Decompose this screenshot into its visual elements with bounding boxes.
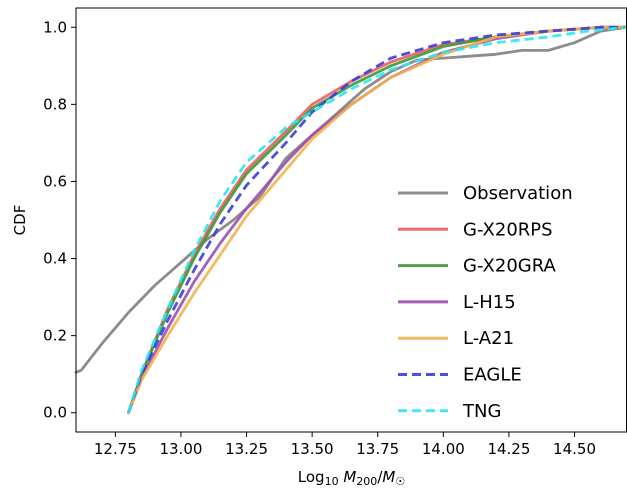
x-tick-label: 14.25 — [487, 440, 530, 458]
legend-label: EAGLE — [463, 365, 522, 386]
y-tick-label: 1.0 — [43, 18, 67, 36]
series-line-observation — [74, 25, 627, 374]
y-tick-label: 0.2 — [43, 327, 67, 345]
y-axis-title: CDF — [11, 205, 29, 236]
legend-label: L-A21 — [463, 328, 514, 349]
y-axis: 0.0 0.2 0.4 0.6 0.8 1.0 — [43, 18, 76, 422]
legend-label: TNG — [462, 401, 501, 422]
y-tick-label: 0.6 — [43, 172, 67, 190]
x-tick-label: 12.75 — [94, 440, 137, 458]
x-axis-title: Log10 M200/M☉ — [298, 468, 405, 488]
legend-label: L-H15 — [463, 292, 516, 313]
legend-label: Observation — [463, 183, 573, 204]
x-tick-label: 13.50 — [291, 440, 334, 458]
y-tick-label: 0.8 — [43, 95, 67, 113]
x-tick-label: 13.25 — [225, 440, 268, 458]
x-axis: 12.75 13.00 13.25 13.50 13.75 14.00 14.25 14.50 — [94, 432, 596, 458]
series-line-eagle — [127, 25, 627, 414]
y-tick-label: 0.0 — [43, 404, 67, 422]
series-layer — [74, 25, 627, 415]
x-tick-label: 14.50 — [553, 440, 596, 458]
series-line-tng — [127, 25, 627, 414]
legend: Observation G-X20RPS G-X20GRA L-H15 L-A21 EAG… — [398, 183, 573, 422]
x-tick-label: 13.00 — [159, 440, 202, 458]
legend-label: G-X20RPS — [463, 219, 553, 240]
y-tick-label: 0.4 — [43, 250, 67, 268]
legend-label: G-X20GRA — [463, 256, 557, 277]
x-tick-label: 14.00 — [422, 440, 465, 458]
x-tick-label: 13.75 — [356, 440, 399, 458]
